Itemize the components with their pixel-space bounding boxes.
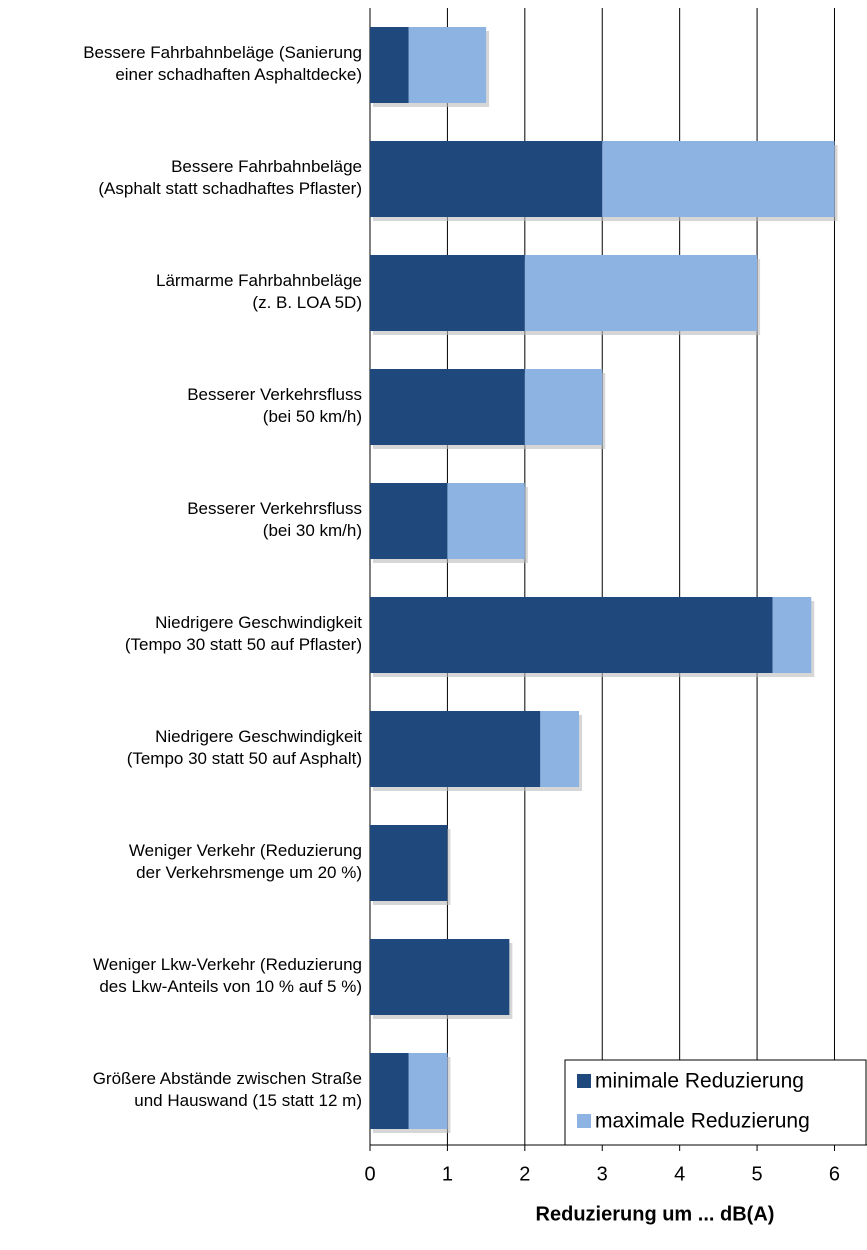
y-tick-label-line: Bessere Fahrbahnbeläge (Sanierung: [83, 43, 362, 62]
bar: [447, 483, 525, 559]
y-tick-label: Niedrigere Geschwindigkeit (Tempo 30 stat…: [125, 613, 362, 654]
y-tick-label: Bessere Fahrbahnbeläge (Asphalt statt sch…: [98, 157, 362, 198]
y-tick-label-line: Weniger Lkw-Verkehr (Reduzierung: [93, 955, 362, 974]
legend-label: maximale Reduzierung: [595, 1110, 810, 1133]
y-tick-label-line: (Tempo 30 statt 50 auf Pflaster): [125, 635, 362, 654]
x-tick-label: 6: [829, 1163, 840, 1185]
y-tick-label-line: (bei 30 km/h): [263, 521, 362, 540]
bar: [772, 597, 812, 673]
y-tick-label-line: Größere Abstände zwischen Straße: [93, 1069, 362, 1088]
bar: [524, 255, 758, 331]
y-tick-label-line: (bei 50 km/h): [263, 407, 362, 426]
legend-box: [564, 1059, 867, 1146]
x-tick-label: 1: [442, 1163, 453, 1185]
bar: [370, 255, 525, 331]
y-tick-label: Besserer Verkehrsfluss (bei 30 km/h): [187, 499, 362, 540]
y-tick-label: Niedrigere Geschwindigkeit (Tempo 30 stat…: [127, 727, 363, 768]
x-tick-label: 4: [674, 1163, 685, 1185]
bar: [370, 1053, 409, 1129]
y-tick-label-line: der Verkehrsmenge um 20 %): [136, 863, 362, 882]
bar: [370, 597, 773, 673]
bar: [370, 711, 541, 787]
y-tick-label: Weniger Lkw-Verkehr (Reduzierung des Lkw-…: [93, 955, 362, 996]
y-tick-label-line: (z. B. LOA 5D): [252, 293, 362, 312]
bar: [408, 27, 487, 103]
legend-swatch: [577, 1074, 591, 1088]
legend-swatch: [577, 1114, 591, 1128]
y-tick-label-line: Lärmarme Fahrbahnbeläge: [156, 271, 362, 290]
x-tick-label: 2: [519, 1163, 530, 1185]
bar: [602, 141, 835, 217]
y-tick-label-line: (Asphalt statt schadhaftes Pflaster): [98, 179, 362, 198]
y-tick-label-line: des Lkw-Anteils von 10 % auf 5 %): [99, 977, 362, 996]
y-tick-label: Besserer Verkehrsfluss (bei 50 km/h): [187, 385, 362, 426]
x-tick-label: 5: [752, 1163, 763, 1185]
y-tick-label-line: Besserer Verkehrsfluss: [187, 499, 362, 518]
y-tick-label-line: und Hauswand (15 statt 12 m): [134, 1091, 362, 1110]
y-tick-label-line: Besserer Verkehrsfluss: [187, 385, 362, 404]
y-tick-label-line: Weniger Verkehr (Reduzierung: [129, 841, 362, 860]
y-tick-label-line: Niedrigere Geschwindigkeit: [155, 613, 362, 632]
bar: [540, 711, 580, 787]
y-tick-label: Weniger Verkehr (Reduzierung der Verkehrs…: [129, 841, 362, 882]
y-tick-label: Größere Abstände zwischen Straße und Haus…: [93, 1069, 362, 1110]
x-tick-label: 3: [597, 1163, 608, 1185]
x-axis-label: Reduzierung um ... dB(A): [536, 1203, 775, 1225]
y-tick-label-line: einer schadhaften Asphaltdecke): [115, 65, 362, 84]
bar: [370, 369, 525, 445]
bar: [370, 27, 409, 103]
legend-label: minimale Reduzierung: [595, 1070, 804, 1093]
y-tick-label: Bessere Fahrbahnbeläge (Sanierung einer s…: [83, 43, 362, 84]
bar: [524, 369, 603, 445]
y-tick-label: Lärmarme Fahrbahnbeläge (z. B. LOA 5D): [156, 271, 362, 312]
bar: [370, 825, 448, 901]
y-tick-label-line: Bessere Fahrbahnbeläge: [171, 157, 362, 176]
bar: [370, 939, 510, 1015]
bar: [370, 141, 603, 217]
y-tick-label-line: Niedrigere Geschwindigkeit: [155, 727, 362, 746]
x-tick-label: 0: [364, 1163, 375, 1185]
bar: [370, 483, 448, 559]
y-tick-label-line: (Tempo 30 statt 50 auf Asphalt): [127, 749, 362, 768]
bar: [408, 1053, 448, 1129]
